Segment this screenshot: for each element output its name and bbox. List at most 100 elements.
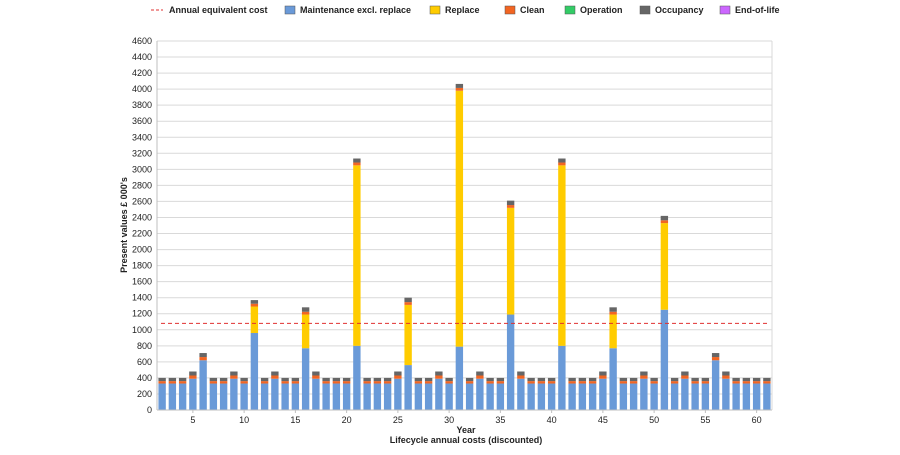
bar-segment — [158, 383, 166, 410]
bar-segment — [394, 371, 402, 376]
legend-swatch — [284, 5, 296, 15]
y-tick-label: 400 — [137, 373, 152, 383]
bar-segment — [322, 383, 330, 410]
bar-segment — [281, 381, 289, 384]
bar-segment — [301, 307, 310, 312]
y-tick-label: 3200 — [132, 148, 152, 158]
legend-swatch — [719, 5, 731, 15]
bar-segment — [476, 378, 484, 410]
bar-segment — [414, 383, 423, 410]
bar-segment — [199, 360, 207, 410]
bar-segment — [476, 371, 484, 376]
bar-segment — [189, 371, 197, 376]
bar-segment — [312, 371, 320, 376]
bar-segment — [752, 383, 761, 410]
bar-segment — [588, 383, 597, 410]
bar-segment — [240, 381, 248, 384]
bar-segment — [271, 371, 279, 376]
bar-segment — [435, 371, 443, 376]
bar-segment — [250, 306, 259, 333]
legend-label: Operation — [580, 5, 623, 15]
bar-segment — [373, 383, 382, 410]
bar-segment — [742, 383, 751, 410]
bar-segment — [578, 383, 587, 410]
y-tick-label: 800 — [137, 341, 152, 351]
bar-segment — [404, 304, 412, 366]
y-tick-label: 3000 — [132, 164, 152, 174]
bar-segment — [691, 383, 699, 410]
bar-segment — [404, 365, 412, 410]
bar-segment — [465, 383, 474, 410]
chart-axes: 0 200 400 600 800 1000 1200 1400 1600 1800 2000 220… — [132, 36, 773, 425]
y-tick-label: 4000 — [132, 84, 152, 94]
bar-segment — [424, 383, 433, 410]
bar-segment — [158, 377, 166, 382]
bar-segment — [558, 345, 566, 410]
bar-segment — [240, 377, 248, 382]
bar-segment — [568, 377, 576, 382]
bar-segment — [691, 377, 699, 382]
bar-segment — [691, 381, 699, 384]
bar-segment — [640, 371, 648, 376]
bar-segment — [629, 377, 638, 382]
chart-legend: Annual equivalent cost Maintenance excl. … — [151, 5, 780, 15]
y-tick-label: 600 — [137, 357, 152, 367]
legend-label: Annual equivalent cost — [169, 5, 268, 15]
bar-segment — [281, 383, 289, 410]
x-tick-label: 50 — [649, 415, 659, 425]
bar-segment — [517, 375, 525, 379]
bar-segment — [609, 311, 617, 315]
bar-segment — [547, 381, 556, 384]
bar-segment — [711, 357, 720, 361]
bar-segment — [599, 375, 607, 379]
x-tick-label: 15 — [290, 415, 300, 425]
bar-segment — [547, 377, 556, 382]
bar-segment — [312, 378, 320, 410]
bar-segment — [465, 381, 474, 384]
bar-segment — [322, 377, 330, 382]
bar-segment — [599, 371, 607, 376]
legend-swatch — [564, 5, 576, 15]
y-tick-label: 2400 — [132, 212, 152, 222]
bar-segment — [568, 383, 576, 410]
bar-segment — [629, 383, 638, 410]
bar-segment — [568, 381, 576, 384]
bar-segment — [547, 383, 556, 410]
bar-segment — [219, 381, 228, 384]
legend-label: Maintenance excl. replace — [300, 5, 411, 15]
x-tick-label: 40 — [547, 415, 557, 425]
y-tick-label: 3800 — [132, 100, 152, 110]
bar-segment — [353, 165, 361, 346]
bar-segment — [271, 378, 279, 410]
bar-segment — [219, 383, 228, 410]
bar-segment — [537, 377, 546, 382]
legend-label: End-of-life — [735, 5, 780, 15]
bar-segment — [486, 383, 494, 410]
bar-segment — [158, 381, 166, 384]
bar-segment — [363, 381, 371, 384]
bar-segment — [260, 377, 269, 382]
bar-segment — [465, 377, 474, 382]
bar-segment — [681, 378, 689, 410]
bar-segment — [260, 383, 269, 410]
bar-segment — [517, 371, 525, 376]
x-tick-label: 60 — [752, 415, 762, 425]
y-tick-label: 200 — [137, 389, 152, 399]
bar-segment — [271, 375, 279, 379]
bar-segment — [281, 377, 289, 382]
y-tick-label: 1400 — [132, 293, 152, 303]
bar-segment — [342, 383, 351, 410]
bar-segment — [353, 158, 361, 163]
bar-segment — [322, 381, 330, 384]
y-tick-label: 4200 — [132, 68, 152, 78]
legend-swatch — [504, 5, 516, 15]
bar-segment — [455, 90, 464, 347]
bar-segment — [455, 83, 464, 88]
x-axis-title: Year — [456, 425, 476, 435]
bar-segment — [332, 381, 341, 384]
bar-segment — [445, 381, 453, 384]
x-tick-label: 30 — [444, 415, 454, 425]
bar-segment — [414, 377, 423, 382]
bar-segment — [681, 371, 689, 376]
